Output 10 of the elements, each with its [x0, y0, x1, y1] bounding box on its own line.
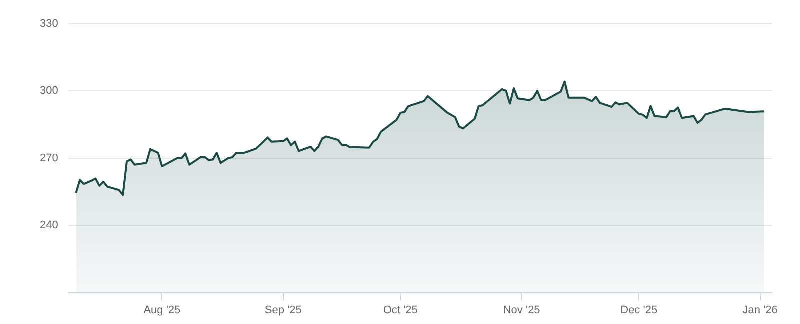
x-tick-label: Sep '25 — [264, 304, 302, 316]
x-tick-label: Dec '25 — [620, 304, 658, 316]
y-tick-label: 330 — [40, 18, 58, 30]
x-tick-label: Aug '25 — [144, 304, 181, 316]
x-tick-label: Nov '25 — [503, 304, 540, 316]
y-tick-label: 240 — [40, 220, 58, 232]
y-tick-label: 270 — [40, 152, 58, 164]
x-tick-label: Oct '25 — [383, 304, 418, 316]
x-tick-label: Jan '26 — [742, 304, 778, 316]
y-tick-label: 300 — [40, 85, 58, 98]
